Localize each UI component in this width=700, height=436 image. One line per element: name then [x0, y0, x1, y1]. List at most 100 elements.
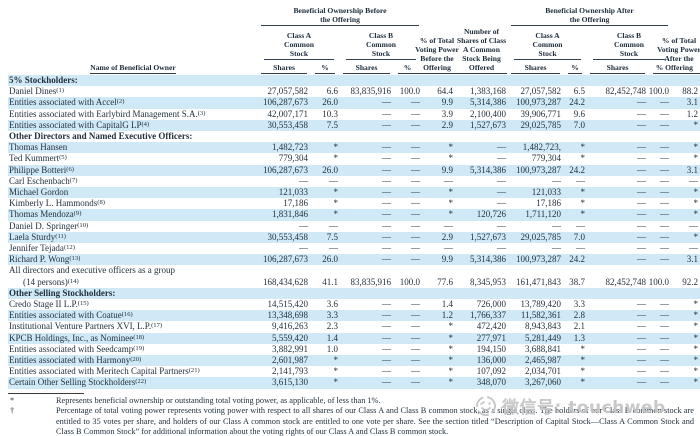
- owner-name: Credo Stage II L.P.(15): [9, 299, 89, 310]
- value-cell: —: [411, 321, 420, 332]
- value-cell: —: [411, 198, 420, 209]
- value-cell: 82,452,748: [605, 86, 647, 97]
- owner-name: Entities associated with Accel(2): [8, 97, 258, 109]
- percent-column-header: %: [310, 61, 340, 75]
- value-cell: —: [340, 142, 393, 154]
- value-cell: *: [422, 142, 455, 154]
- value-cell: —: [648, 209, 671, 221]
- value-cell: 3.3: [573, 299, 585, 310]
- value-cell: 24.2: [563, 164, 587, 176]
- value-cell: —: [648, 142, 671, 154]
- value-cell: 13,789,420: [520, 299, 562, 310]
- table-row: Richard P. Wong(13) 106,287,673 26.0— —9.9 5…: [8, 254, 700, 266]
- value-cell: —: [444, 243, 453, 254]
- table-row: Daniel D. Springer(10) — — — — — — — — — — —: [8, 221, 700, 232]
- value-cell: 88.2: [682, 86, 698, 97]
- value-cell: —: [497, 243, 506, 254]
- value-cell: —: [393, 355, 422, 367]
- value-cell: 5,281,449: [508, 332, 563, 344]
- table-row: Certain Other Selling Stockholders(22) 3,…: [8, 377, 700, 389]
- value-cell: 9.6: [573, 108, 585, 119]
- value-cell: 7.0: [563, 119, 587, 132]
- owner-name: Michael Gordon: [8, 187, 258, 199]
- footnote-text: Percentage of total voting power represe…: [56, 406, 694, 436]
- value-cell: —: [382, 220, 391, 231]
- owner-name: Ted Kummert(5): [9, 153, 67, 164]
- before-class-a-header: Class A Common Stock: [258, 27, 340, 61]
- value-cell: 472,420: [476, 321, 506, 332]
- value-cell: 2.1: [573, 321, 585, 332]
- value-cell: —: [393, 164, 422, 176]
- shares-column-header: Shares: [340, 61, 393, 75]
- value-cell: 38.7: [569, 276, 585, 287]
- value-cell: 100.0: [399, 276, 420, 287]
- value-cell: —: [411, 153, 420, 164]
- value-cell: *: [693, 366, 699, 377]
- footnote-ref: (16): [121, 311, 133, 319]
- owner-name: Carl Eschenbach(7): [9, 175, 78, 186]
- owner-name: Philippe Botteri(6): [8, 164, 258, 176]
- value-cell: 3.6: [326, 299, 338, 310]
- value-cell: —: [587, 355, 648, 367]
- value-cell: —: [587, 377, 648, 389]
- table-row: All directors and executive officers as …: [8, 265, 700, 287]
- value-cell: —: [660, 366, 669, 377]
- footnote-separator: [8, 392, 84, 394]
- footnote-ref: (2): [116, 98, 125, 106]
- table-row: Carl Eschenbach(7) — — — — — — — — — — —: [8, 176, 700, 187]
- table-row: Ted Kummert(5) 779,304 * — — * — 779,304 * — — *: [8, 153, 700, 164]
- value-cell: —: [648, 164, 671, 176]
- value-cell: —: [648, 187, 671, 199]
- value-cell: —: [660, 343, 669, 354]
- table-row: Jennifer Tejada(12) — — — — — — — — — — —: [8, 243, 700, 254]
- value-cell: *: [422, 209, 455, 221]
- footnotes: * Represents beneficial ownership or outs…: [8, 396, 696, 436]
- section-label: Other Selling Stockholders:: [8, 287, 700, 300]
- value-cell: —: [552, 175, 561, 186]
- after-class-b-header: Class B Common Stock: [587, 27, 671, 61]
- value-cell: —: [637, 175, 646, 186]
- value-cell: —: [340, 187, 393, 199]
- value-cell: 3.1: [671, 164, 700, 176]
- value-cell: —: [393, 209, 422, 221]
- value-cell: —: [660, 243, 669, 254]
- value-cell: 1.4: [441, 299, 453, 310]
- value-cell: *: [448, 198, 454, 209]
- value-cell: *: [333, 366, 339, 377]
- value-cell: *: [333, 153, 339, 164]
- value-cell: *: [671, 209, 700, 221]
- footnote: † Percentage of total voting power repres…: [8, 406, 696, 436]
- value-cell: —: [660, 220, 669, 231]
- owner-name: Certain Other Selling Stockholders(22): [8, 377, 258, 389]
- value-cell: 5,314,386: [455, 97, 508, 109]
- value-cell: 121,033: [258, 187, 310, 199]
- value-cell: —: [393, 332, 422, 344]
- value-cell: —: [340, 332, 393, 344]
- value-cell: —: [552, 243, 561, 254]
- value-cell: *: [448, 343, 454, 354]
- owner-name: Daniel Dines(1): [9, 86, 64, 97]
- footnote-text: Represents beneficial ownership or outst…: [56, 395, 381, 405]
- owner-name: Entities associated with Harmony(20): [8, 355, 258, 367]
- value-cell: 83,835,916: [350, 86, 392, 97]
- owner-name: Entities associated with Seedcamp(19): [9, 343, 145, 354]
- value-cell: *: [671, 310, 700, 322]
- value-cell: —: [660, 299, 669, 310]
- value-cell: —: [393, 97, 422, 109]
- value-cell: —: [587, 332, 648, 344]
- owner-name: Entities associated with Coatue(16): [8, 310, 258, 322]
- value-cell: 26.0: [310, 254, 340, 266]
- value-cell: 1,482,723,: [508, 142, 563, 154]
- value-cell: *: [693, 198, 699, 209]
- footnote-ref: (6): [66, 165, 74, 173]
- value-cell: —: [648, 355, 671, 367]
- value-cell: —: [637, 198, 646, 209]
- value-cell: 2,141,793: [272, 366, 308, 377]
- value-cell: —: [382, 321, 391, 332]
- owner-name: Thomas Mendoza(9): [8, 209, 258, 221]
- value-cell: —: [382, 175, 391, 186]
- value-cell: 39,906,771: [520, 108, 562, 119]
- value-cell: 3.9: [441, 108, 453, 119]
- value-cell: —: [637, 366, 646, 377]
